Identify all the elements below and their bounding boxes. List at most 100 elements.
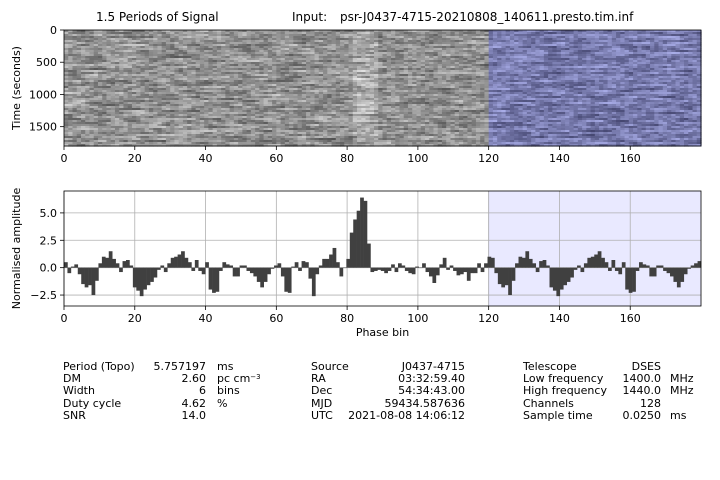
heatmap-cell — [505, 88, 511, 91]
heatmap-cell — [348, 88, 354, 91]
heatmap-cell — [340, 54, 345, 57]
heatmap-cell — [658, 56, 664, 59]
heatmap-cell — [645, 84, 651, 87]
heatmap-cell — [114, 58, 120, 61]
heatmap-cell — [259, 66, 265, 69]
heatmap-cell — [182, 76, 188, 79]
heatmap-cell — [424, 76, 430, 79]
heatmap-cell — [310, 32, 316, 35]
heatmap-cell — [650, 58, 655, 61]
heatmap-cell — [127, 58, 133, 61]
heatmap-cell — [374, 52, 379, 55]
heatmap-cell — [454, 50, 460, 53]
heatmap-cell — [582, 70, 587, 73]
heatmap-cell — [667, 78, 672, 81]
heatmap-cell — [692, 74, 698, 77]
heatmap-cell — [352, 30, 358, 33]
heatmap-cell — [441, 46, 447, 49]
heatmap-cell — [378, 46, 384, 49]
heatmap-cell — [182, 46, 188, 49]
heatmap-cell — [64, 72, 69, 75]
heatmap-cell — [522, 42, 528, 45]
heatmap-cell — [548, 64, 553, 67]
heatmap-cell — [199, 84, 205, 87]
heatmap-cell — [463, 40, 469, 43]
heatmap-cell — [446, 44, 452, 47]
heatmap-cell — [667, 44, 672, 47]
heatmap-cell — [114, 48, 120, 51]
heatmap-cell — [72, 92, 78, 95]
heatmap-cell — [505, 64, 511, 67]
heatmap-cell — [250, 32, 256, 35]
heatmap-cell — [467, 66, 473, 69]
heatmap-cell — [259, 88, 265, 91]
heatmap-cell — [267, 40, 273, 43]
heatmap-cell — [301, 88, 307, 91]
heatmap-cell — [667, 70, 672, 73]
heatmap-cell — [624, 92, 630, 95]
heatmap-cell — [488, 34, 494, 37]
heatmap-cell — [195, 94, 201, 97]
heatmap-cell — [280, 42, 286, 45]
heatmap-cell — [323, 42, 328, 45]
heatmap-cell — [518, 88, 524, 91]
heatmap-cell — [403, 88, 409, 91]
heatmap-cell — [607, 94, 613, 97]
heatmap-cell — [72, 56, 78, 59]
heatmap-cell — [365, 38, 371, 41]
heatmap-cell — [603, 68, 609, 71]
heatmap-cell — [582, 50, 587, 53]
heatmap-cell — [153, 84, 159, 87]
heatmap-cell — [199, 50, 205, 53]
heatmap-cell — [284, 90, 290, 93]
heatmap-cell — [153, 82, 159, 85]
heatmap-cell — [352, 38, 358, 41]
heatmap-cell — [250, 92, 256, 95]
heatmap-cell — [522, 90, 528, 93]
heatmap-cell — [679, 82, 685, 85]
heatmap-cell — [467, 88, 473, 91]
heatmap-cell — [582, 58, 587, 61]
heatmap-cell — [348, 46, 354, 49]
heatmap-cell — [437, 76, 443, 79]
heatmap-cell — [225, 30, 231, 33]
heatmap-cell — [369, 42, 375, 45]
heatmap-cell — [399, 38, 405, 41]
heatmap-cell — [157, 44, 163, 47]
heatmap-cell — [161, 64, 167, 67]
heatmap-cell — [560, 38, 566, 41]
heatmap-cell — [628, 58, 634, 61]
heatmap-cell — [488, 52, 494, 55]
heatmap-cell — [416, 68, 422, 71]
heatmap-cell — [433, 70, 439, 73]
heatmap-cell — [293, 74, 299, 77]
heatmap-cell — [390, 34, 396, 37]
heatmap-cell — [450, 68, 456, 71]
heatmap-cell — [106, 80, 112, 83]
heatmap-cell — [450, 60, 456, 63]
heatmap-cell — [97, 72, 103, 75]
heatmap-cell — [386, 38, 392, 41]
heatmap-cell — [488, 80, 494, 83]
heatmap-cell — [157, 70, 163, 73]
heatmap-cell — [505, 44, 511, 47]
heatmap-cell — [420, 40, 426, 43]
heatmap-cell — [628, 66, 634, 69]
heatmap-cell — [365, 36, 371, 39]
heatmap-cell — [195, 38, 201, 41]
heatmap-cell — [620, 78, 626, 81]
heatmap-cell — [450, 78, 456, 81]
heatmap-cell — [280, 88, 286, 91]
heatmap-cell — [654, 50, 660, 53]
heatmap-cell — [505, 74, 511, 77]
heatmap-cell — [556, 30, 562, 33]
heatmap-cell — [323, 34, 328, 37]
heatmap-cell — [182, 48, 188, 51]
heatmap-cell — [284, 86, 290, 89]
heatmap-cell — [323, 76, 328, 79]
heatmap-cell — [68, 36, 74, 39]
heatmap-cell — [403, 54, 409, 57]
heatmap-cell — [102, 90, 108, 93]
heatmap-cell — [255, 56, 260, 59]
